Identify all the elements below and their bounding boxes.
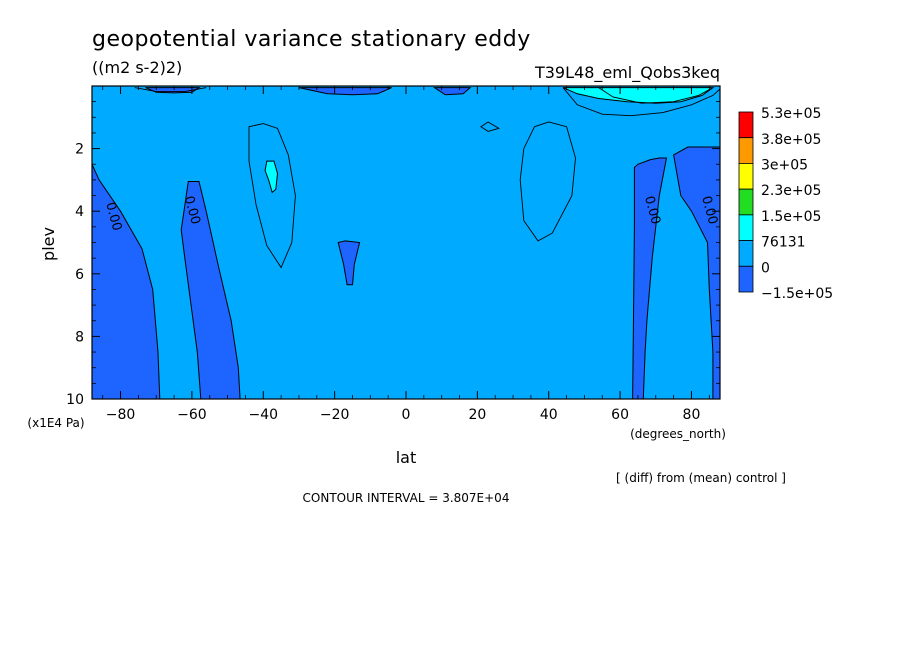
diff-note: [ (diff) from (mean) control ]	[616, 471, 786, 485]
region-negative-top-equator-south	[298, 87, 392, 96]
colorbar-swatch-1	[738, 137, 754, 164]
contour-line-2	[480, 121, 500, 132]
y-tick-label-0: 2	[75, 142, 84, 158]
y-tick-label-4: 10	[66, 392, 84, 408]
region-negative-top-equator-north	[432, 87, 472, 96]
contour-label-2: 0.00	[641, 194, 663, 226]
colorbar-label-6: 0	[761, 260, 770, 276]
experiment-name: T39L48_eml_Qobs3keq	[534, 63, 720, 83]
region-negative-band-north-inner	[632, 157, 668, 400]
x-tick-label-8: 80	[683, 407, 701, 423]
colorbar-label-2: 3e+05	[761, 158, 808, 174]
x-tick-label-1: −60	[177, 407, 207, 423]
x-axis-label: lat	[396, 448, 417, 467]
colorbar-label-1: 3.8e+05	[761, 132, 821, 148]
x-tick-label-5: 20	[468, 407, 486, 423]
colorbar: 5.3e+05 3.8e+05 3e+05 2.3e+05 1.5e+05 76131 0 −…	[738, 106, 833, 302]
region-negative-band-north-outer	[673, 146, 721, 400]
x-tick-label-6: 40	[540, 407, 558, 423]
y-tick-label-3: 8	[75, 329, 84, 345]
colorbar-label-7: −1.5e+05	[761, 286, 833, 302]
axis-ticks: −80 −60 −40 −20 0 20 40 60 80 2 4 6 8 10	[66, 86, 720, 423]
contour-line-4	[598, 87, 714, 104]
colorbar-swatch-5	[738, 240, 754, 267]
chart-title: geopotential variance stationary eddy	[92, 27, 531, 52]
chart-units: ((m2 s-2)2)	[92, 58, 182, 77]
contour-lines	[134, 87, 721, 269]
colorbar-swatch-6	[738, 265, 754, 293]
contour-label-0: 0.00	[102, 201, 124, 233]
colorbar-label-5: 76131	[761, 235, 806, 251]
contour-line-5	[134, 87, 207, 93]
contour-line-0	[248, 123, 296, 269]
region-positive-top-north	[562, 87, 715, 104]
x-tick-label-0: −80	[106, 407, 136, 423]
colorbar-swatch-0	[738, 111, 754, 139]
contour-label-1: 0.00	[181, 194, 203, 226]
y-axis-units: (x1E4 Pa)	[27, 416, 84, 430]
colorbar-swatch-4	[738, 214, 754, 241]
y-tick-label-2: 6	[75, 267, 84, 283]
region-negative-blob-south-tropics	[337, 240, 361, 286]
colorbar-label-4: 1.5e+05	[761, 209, 821, 225]
colorbar-swatch-2	[738, 163, 754, 190]
colorbar-label-0: 5.3e+05	[761, 106, 821, 122]
contour-label-3: 0.00	[698, 194, 720, 226]
contour-interval: CONTOUR INTERVAL = 3.807E+04	[303, 491, 510, 505]
plot-area: 0.00 0.00 0.00 0.00 −80 −60 −40 −20 0 20 40 60 80 2 4…	[66, 85, 721, 423]
contour-line-1	[519, 121, 576, 242]
contour-labels: 0.00 0.00 0.00 0.00	[102, 194, 720, 232]
x-tick-label-3: −20	[320, 407, 350, 423]
region-positive-blob-south-midlat	[264, 160, 279, 194]
colorbar-swatch-3	[738, 188, 754, 216]
contour-line-3	[562, 87, 721, 117]
x-tick-label-7: 60	[611, 407, 629, 423]
y-tick-label-1: 4	[75, 204, 84, 220]
x-axis-units: (degrees_north)	[630, 427, 726, 441]
x-tick-label-4: 0	[402, 407, 411, 423]
y-axis-label: plev	[39, 227, 58, 261]
x-tick-label-2: −40	[248, 407, 278, 423]
colorbar-label-3: 2.3e+05	[761, 183, 821, 199]
